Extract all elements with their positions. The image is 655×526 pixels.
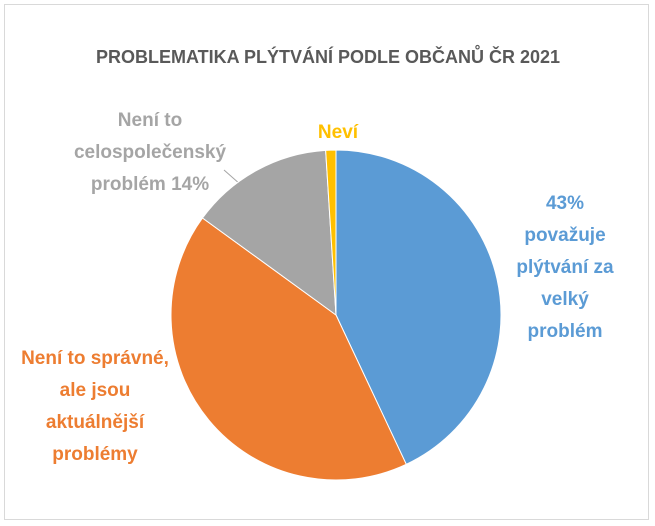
pie-slice — [170, 217, 407, 481]
chart-title: PROBLEMATIKA PLÝTVÁNÍ PODLE OBČANŮ ČR 20… — [95, 47, 561, 67]
slice-label: Není to celospolečenský problém 14% — [73, 110, 227, 195]
slice-label: Neví — [317, 122, 359, 143]
slice-label: Není to správné, ale jsou aktuálnější pr… — [21, 348, 169, 465]
pie-slice — [335, 149, 502, 465]
pie-slice — [325, 149, 337, 316]
chart-frame — [4, 4, 649, 520]
pie-slice — [201, 149, 337, 317]
slice-label: 43% považuje plýtvání za velký problém — [516, 193, 614, 342]
